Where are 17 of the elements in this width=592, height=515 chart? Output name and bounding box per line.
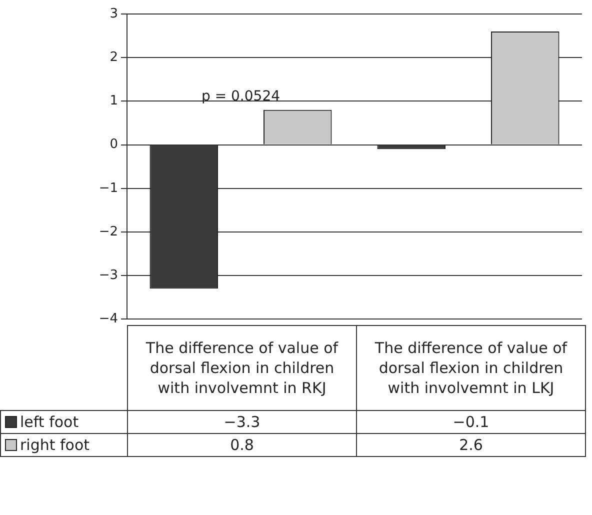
legend-label: right foot bbox=[0, 434, 128, 456]
data-label: −0.1 bbox=[356, 410, 586, 434]
y-tick-label: −1 bbox=[98, 180, 118, 196]
y-tick-label: −3 bbox=[98, 268, 118, 283]
y-tick-label: 0 bbox=[110, 137, 118, 152]
data-label: −3.3 bbox=[128, 410, 356, 434]
legend-label: left foot bbox=[0, 410, 128, 434]
annotation: p = 0.0524 bbox=[201, 88, 280, 105]
data-label: 0.8 bbox=[128, 434, 356, 456]
x-tick-label: The difference of value of dorsal flexion in children with involvemnt in RKJ bbox=[128, 326, 356, 410]
y-tick-label: −2 bbox=[98, 224, 118, 240]
y-tick-label: −4 bbox=[98, 312, 118, 327]
y-tick-label: 1 bbox=[110, 94, 118, 109]
y-tick-label: 2 bbox=[110, 50, 118, 65]
x-tick-label: The difference of value of dorsal flexion in children with involvemnt in LKJ bbox=[356, 326, 586, 410]
data-label: 2.6 bbox=[356, 434, 586, 456]
y-tick-label: 3 bbox=[110, 6, 118, 22]
